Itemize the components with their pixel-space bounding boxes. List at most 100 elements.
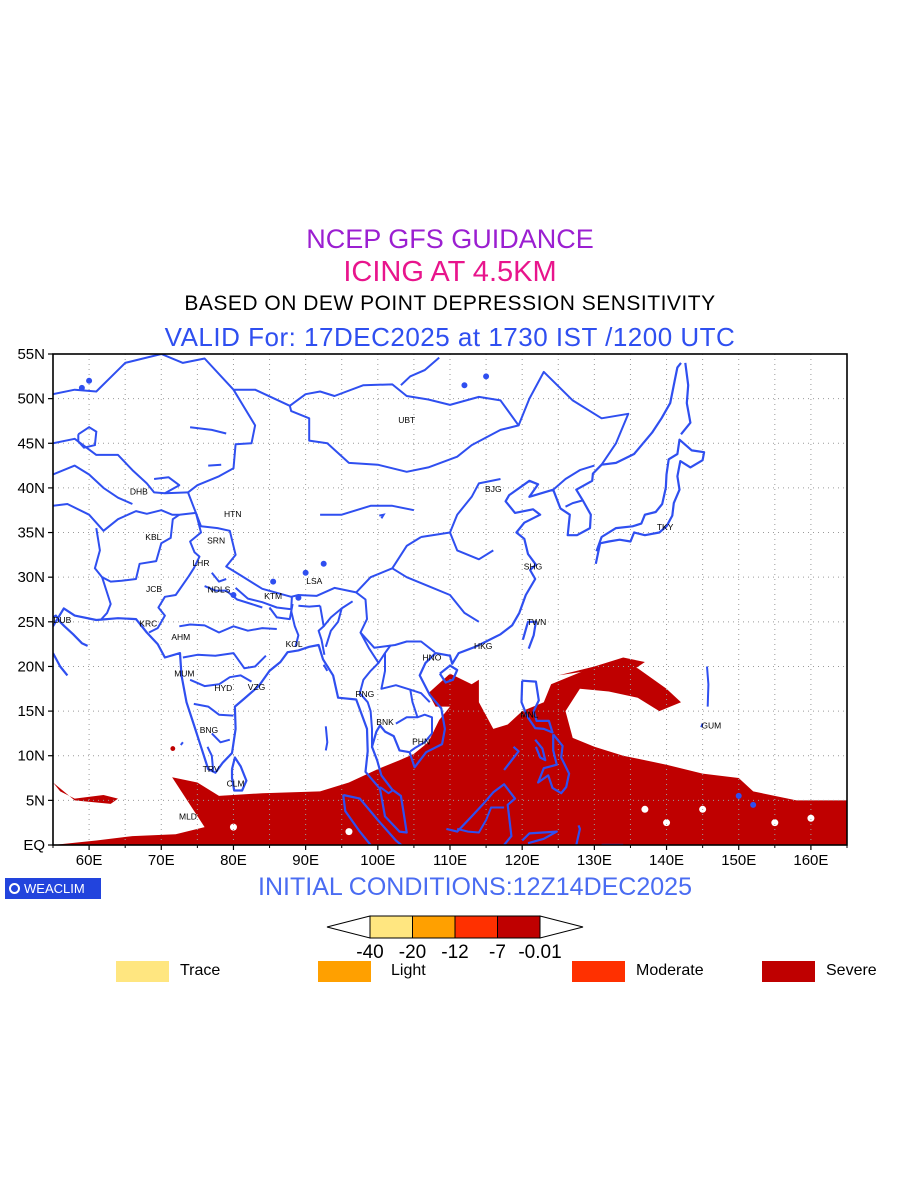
borders <box>53 354 630 834</box>
small-island <box>302 569 309 576</box>
lon-tick-label: 70E <box>148 852 175 869</box>
coastline <box>537 733 571 795</box>
method-caption: BASED ON DEW POINT DEPRESSION SENSITIVIT… <box>184 292 716 315</box>
icing-gap <box>56 823 64 831</box>
colorbar-label: -40 <box>356 942 383 963</box>
lat-tick-label: 50N <box>17 391 45 408</box>
colorbar-segment <box>412 915 456 939</box>
station-label: BNG <box>200 725 218 735</box>
border-line <box>211 572 227 583</box>
legend-swatch <box>318 961 371 982</box>
station-label: LSA <box>306 576 322 586</box>
station-label: KBL <box>145 532 161 542</box>
lake-or-island <box>180 741 184 746</box>
coastline <box>342 794 372 845</box>
severe-icing-area <box>558 657 645 676</box>
station-label: GUM <box>701 720 721 730</box>
lake-or-island <box>324 726 329 751</box>
small-island <box>230 592 237 599</box>
small-island <box>461 382 468 389</box>
station-label: MUM <box>174 669 194 679</box>
small-island <box>86 377 93 384</box>
coastline <box>521 830 558 845</box>
station-label: BNK <box>376 717 394 727</box>
lon-tick-label: 60E <box>76 852 103 869</box>
station-label: CLM <box>227 778 245 788</box>
severe-icing-speck <box>170 746 176 751</box>
border-line <box>322 600 354 627</box>
gridlines <box>53 354 847 845</box>
station-label: VZG <box>248 682 265 692</box>
station-label: MNL <box>520 710 538 720</box>
lat-tick-label: 25N <box>17 614 45 631</box>
colorbar-segment <box>369 915 413 939</box>
lake-or-island <box>189 426 227 435</box>
axis-ticks: EQ 5N 10N 15N 20N 25N 30N 35N 40N 45N 50N 55N 60E 70E… <box>17 346 848 869</box>
colorbar-segment <box>454 915 498 939</box>
small-island <box>483 373 490 380</box>
icing-gap <box>641 805 649 813</box>
chart-subtitle: ICING AT 4.5KM <box>343 256 557 288</box>
border-line <box>320 504 415 516</box>
border-line <box>409 713 433 753</box>
lake-or-island <box>77 426 98 449</box>
legend-label: Severe <box>826 962 877 979</box>
station-label: DUB <box>53 615 71 625</box>
small-island <box>750 801 757 808</box>
colorbar-label: -20 <box>399 942 426 963</box>
border-line <box>193 702 234 717</box>
lake-or-island <box>208 463 222 467</box>
coastline <box>53 362 682 834</box>
coastline <box>53 614 89 647</box>
border-line <box>517 370 630 466</box>
small-island <box>735 792 742 799</box>
station-labels: UBT BJG TKY DHB HTN KBL SRN LHR LSA SHG JCB NDLS KTM… <box>53 415 721 821</box>
lat-tick-label: EQ <box>23 837 45 854</box>
coastline <box>230 756 248 792</box>
border-line <box>153 476 181 495</box>
severe-icing-area <box>428 673 472 707</box>
station-label: MLD <box>179 811 197 821</box>
colorbar-segment <box>497 915 541 939</box>
lat-tick-label: 10N <box>17 748 45 765</box>
border-line <box>391 567 480 623</box>
coastline <box>594 438 706 565</box>
lat-tick-label: 45N <box>17 435 45 452</box>
colorbar: -40 -20 -12 -7 -0.01 <box>326 915 584 963</box>
station-label: KTM <box>264 591 282 601</box>
border-line <box>317 605 326 655</box>
border-line <box>182 652 267 670</box>
icing-gap <box>771 819 779 827</box>
coastline <box>534 739 547 762</box>
small-island <box>78 384 85 391</box>
station-label: JCB <box>146 584 162 594</box>
border-line <box>456 806 505 834</box>
lat-tick-label: 5N <box>26 792 45 809</box>
initial-conditions: INITIAL CONDITIONS:12Z14DEC2025 <box>258 873 692 901</box>
border-line <box>409 688 431 703</box>
coastline <box>680 362 692 435</box>
border-line <box>565 499 584 508</box>
lon-tick-label: 110E <box>433 852 467 869</box>
legend-swatch <box>116 961 169 982</box>
legend-label: Trace <box>180 962 221 979</box>
small-island <box>270 578 277 585</box>
station-label: AHM <box>171 632 190 642</box>
border-line <box>355 536 422 594</box>
border-line <box>288 383 520 473</box>
weaclim-logo: WEACLIM <box>5 878 101 899</box>
station-label: UBT <box>398 415 415 425</box>
colorbar-label: -7 <box>489 942 506 963</box>
border-line <box>179 623 277 634</box>
station-label: TWN <box>527 617 546 627</box>
station-label: SHG <box>524 561 542 571</box>
border-line <box>53 503 197 532</box>
coastline <box>342 793 404 845</box>
border-line <box>189 674 252 688</box>
lon-tick-label: 140E <box>649 852 684 869</box>
small-island <box>295 594 302 601</box>
small-island <box>320 560 327 567</box>
border-line <box>187 389 436 653</box>
icing-gap <box>107 814 115 822</box>
